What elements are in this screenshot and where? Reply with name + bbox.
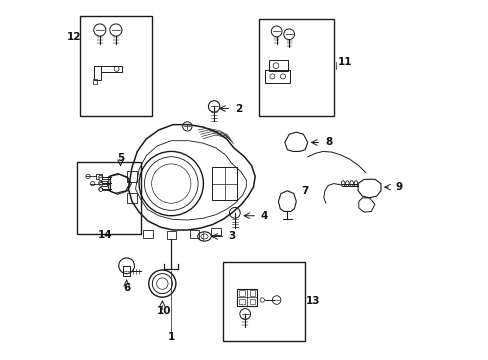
Circle shape xyxy=(99,181,102,185)
Text: 11: 11 xyxy=(337,57,351,67)
Text: 9: 9 xyxy=(394,182,402,192)
Text: 4: 4 xyxy=(260,211,267,221)
Text: 12: 12 xyxy=(66,32,81,42)
Bar xyxy=(223,262,305,341)
Bar xyxy=(258,19,333,116)
Bar xyxy=(237,289,257,306)
Bar xyxy=(239,298,244,304)
Bar xyxy=(239,290,244,296)
Text: 1: 1 xyxy=(167,332,175,342)
Bar xyxy=(126,193,136,203)
Bar xyxy=(212,167,237,200)
Bar xyxy=(249,290,255,296)
Text: 7: 7 xyxy=(300,186,308,197)
Bar xyxy=(101,66,122,72)
Bar xyxy=(166,231,176,239)
Text: 5: 5 xyxy=(117,153,124,163)
Bar xyxy=(268,60,288,71)
Bar xyxy=(101,181,106,186)
Bar xyxy=(80,16,151,116)
Circle shape xyxy=(99,188,102,191)
Circle shape xyxy=(99,188,102,192)
Bar xyxy=(143,230,152,238)
Bar xyxy=(211,228,220,235)
Text: 6: 6 xyxy=(123,283,130,293)
Text: 8: 8 xyxy=(325,138,332,148)
Circle shape xyxy=(99,183,102,186)
Bar xyxy=(96,174,102,179)
Bar xyxy=(123,266,130,276)
Text: 3: 3 xyxy=(228,231,236,242)
Bar xyxy=(264,70,290,83)
Text: 10: 10 xyxy=(157,306,171,316)
Bar xyxy=(249,298,255,304)
Bar xyxy=(93,79,97,84)
Bar xyxy=(189,230,199,238)
Text: 13: 13 xyxy=(305,296,320,306)
Bar xyxy=(94,66,101,80)
Circle shape xyxy=(99,177,102,181)
Text: 2: 2 xyxy=(234,104,242,113)
Text: 14: 14 xyxy=(98,230,112,240)
Bar xyxy=(126,171,136,182)
Bar xyxy=(77,162,141,234)
Circle shape xyxy=(99,175,102,179)
